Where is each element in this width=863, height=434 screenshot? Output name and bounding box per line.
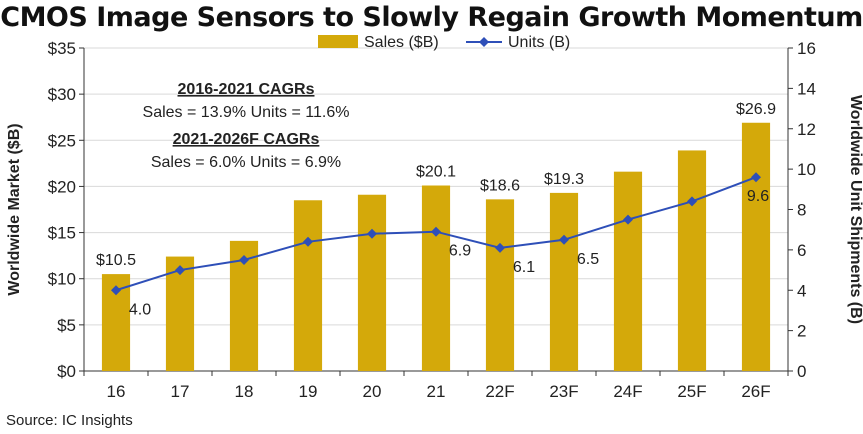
units-point — [495, 242, 505, 253]
bar-data-label: $10.5 — [96, 252, 136, 269]
legend-sales-label: Sales ($B) — [364, 34, 439, 51]
right-axis-tick-label: 12 — [797, 120, 816, 139]
line-data-label: 6.9 — [449, 243, 471, 260]
cagr-heading: 2016-2021 CAGRs — [178, 81, 315, 98]
units-point — [367, 228, 377, 239]
right-axis-tick-label: 4 — [797, 281, 806, 300]
left-axis-tick-label: $0 — [57, 362, 76, 381]
bar — [741, 122, 771, 371]
x-axis-tick-label: 18 — [235, 382, 254, 401]
bar — [677, 150, 707, 371]
right-axis-tick-label: 2 — [797, 322, 806, 341]
units-point — [431, 226, 441, 237]
bar — [549, 192, 579, 371]
right-axis-tick-label: 14 — [797, 79, 816, 98]
left-axis-tick-label: $10 — [48, 270, 76, 289]
bar-data-label: $20.1 — [416, 164, 456, 181]
bar — [293, 200, 323, 371]
x-axis-tick-label: 19 — [299, 382, 318, 401]
legend-sales-swatch — [318, 35, 358, 48]
x-axis-tick-label: 21 — [427, 382, 446, 401]
units-point — [303, 236, 313, 247]
left-axis-tick-label: $35 — [48, 39, 76, 58]
left-axis-title: Worldwide Market ($B) — [6, 123, 23, 295]
units-point — [111, 285, 121, 296]
bar — [165, 256, 195, 371]
x-axis-tick-label: 25F — [677, 382, 706, 401]
bar — [485, 199, 515, 371]
cagr-text: Sales = 13.9% Units = 11.6% — [143, 104, 350, 121]
x-axis-tick-label: 17 — [171, 382, 190, 401]
units-point — [175, 265, 185, 276]
right-axis-tick-label: 8 — [797, 201, 806, 220]
left-axis-tick-label: $20 — [48, 177, 76, 196]
x-axis-tick-label: 22F — [485, 382, 514, 401]
x-axis-tick-label: 24F — [613, 382, 642, 401]
right-axis-tick-label: 6 — [797, 241, 806, 260]
right-axis-tick-label: 16 — [797, 39, 816, 58]
x-axis-tick-label: 16 — [107, 382, 126, 401]
units-point — [239, 254, 249, 265]
line-data-label: 4.0 — [129, 301, 151, 318]
x-axis-tick-label: 23F — [549, 382, 578, 401]
legend-units-label: Units (B) — [508, 34, 570, 51]
cagr-heading: 2021-2026F CAGRs — [173, 131, 320, 148]
left-axis-tick-label: $25 — [48, 131, 76, 150]
units-point — [687, 196, 697, 207]
cagr-text: Sales = 6.0% Units = 6.9% — [151, 154, 341, 171]
left-axis-tick-label: $30 — [48, 85, 76, 104]
x-axis-tick-label: 26F — [741, 382, 770, 401]
source-note: Source: IC Insights — [6, 412, 133, 429]
legend-units-marker — [479, 37, 489, 47]
line-data-label: 6.5 — [577, 251, 599, 268]
bar — [357, 194, 387, 371]
bar — [421, 185, 451, 371]
bar-data-label: $19.3 — [544, 171, 584, 188]
units-point — [559, 234, 569, 245]
bar-data-label: $26.9 — [736, 101, 776, 118]
right-axis-title: Worldwide Unit Shipments (B) — [847, 95, 863, 324]
units-point — [623, 214, 633, 225]
bar-data-label: $18.6 — [480, 177, 520, 194]
left-axis-tick-label: $15 — [48, 224, 76, 243]
line-data-label: 9.6 — [747, 188, 769, 205]
x-axis-tick-label: 20 — [363, 382, 382, 401]
right-axis-tick-label: 0 — [797, 362, 806, 381]
left-axis-tick-label: $5 — [57, 316, 76, 335]
right-axis-tick-label: 10 — [797, 160, 816, 179]
bar — [613, 171, 643, 371]
line-data-label: 6.1 — [513, 259, 535, 276]
units-point — [751, 172, 761, 183]
chart-title: CMOS Image Sensors to Slowly Regain Grow… — [0, 2, 863, 33]
